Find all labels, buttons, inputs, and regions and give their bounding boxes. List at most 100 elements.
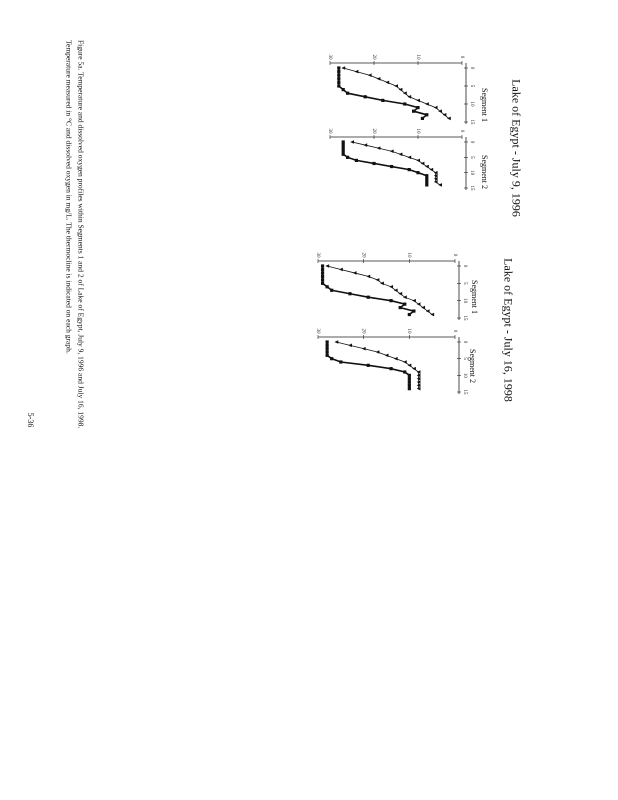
triangle-marker	[433, 170, 438, 175]
square-marker	[372, 161, 376, 166]
segment-label: Segment 1	[480, 88, 489, 122]
caption-line: Figure 5a. Temperature and dissolved oxy…	[76, 40, 85, 428]
triangle-marker	[407, 363, 412, 368]
page-number: 5-36	[26, 413, 35, 428]
square-marker	[325, 340, 329, 344]
square-marker	[325, 343, 329, 347]
triangle-marker	[407, 155, 412, 160]
triangle-marker	[412, 366, 416, 371]
triangle-marker	[325, 264, 330, 268]
depth-tick-label: 10	[469, 170, 474, 176]
square-marker	[407, 312, 411, 317]
triangle-marker	[430, 312, 435, 317]
square-marker	[320, 278, 325, 282]
value-tick-label: 20	[361, 253, 366, 259]
triangle-marker	[447, 116, 451, 121]
triangle-marker	[402, 360, 407, 364]
square-marker	[407, 380, 411, 384]
square-marker	[425, 180, 429, 184]
value-tick-label: 0	[459, 56, 464, 59]
square-marker	[412, 309, 416, 313]
square-marker	[337, 80, 341, 84]
triangle-marker	[393, 356, 398, 361]
triangle-marker	[398, 152, 403, 157]
square-marker	[346, 91, 350, 95]
depth-tick-label: 0	[462, 265, 467, 268]
caption-line: Temperature measured in °C and dissolved…	[64, 40, 73, 354]
triangle-marker	[416, 98, 420, 103]
square-marker	[346, 155, 350, 159]
triangle-marker	[350, 140, 354, 144]
square-marker	[403, 102, 407, 106]
square-marker	[330, 357, 334, 361]
triangle-marker	[367, 73, 372, 77]
square-marker	[363, 95, 367, 99]
value-tick-label: 10	[406, 253, 411, 259]
segment-label: Segment 1	[470, 280, 479, 314]
square-marker	[320, 271, 325, 275]
depth-tick-label: 5	[469, 156, 474, 159]
square-marker	[420, 116, 424, 120]
triangle-marker	[425, 102, 429, 106]
square-marker	[320, 264, 325, 268]
triangle-marker	[425, 164, 429, 169]
triangle-marker	[412, 298, 416, 303]
square-marker	[412, 109, 416, 113]
triangle-marker	[438, 183, 442, 187]
depth-tick-label: 10	[462, 298, 467, 304]
square-marker	[425, 183, 429, 187]
triangle-marker	[366, 274, 371, 279]
square-marker	[341, 140, 345, 144]
triangle-marker	[375, 278, 380, 282]
square-marker	[416, 106, 420, 110]
square-marker	[407, 168, 411, 172]
triangle-marker	[416, 380, 421, 384]
value-tick-label: 10	[415, 55, 420, 61]
triangle-marker	[416, 383, 421, 388]
square-marker	[407, 373, 411, 377]
triangle-marker	[398, 87, 403, 92]
square-marker	[337, 70, 341, 74]
value-tick-label: 0	[452, 254, 457, 257]
triangle-marker	[352, 271, 357, 275]
square-marker	[403, 370, 407, 374]
triangle-marker	[389, 149, 394, 153]
square-marker	[425, 177, 429, 181]
square-marker	[330, 288, 334, 292]
depth-tick-label: 15	[462, 316, 467, 322]
value-tick-label: 30	[315, 329, 320, 335]
square-marker	[425, 113, 429, 117]
square-marker	[341, 143, 345, 147]
triangle-marker	[394, 84, 398, 88]
triangle-marker	[398, 291, 403, 296]
square-marker	[416, 171, 420, 175]
square-marker	[341, 152, 345, 156]
triangle-marker	[416, 370, 421, 374]
triangle-marker	[384, 353, 389, 358]
value-tick-label: 20	[371, 129, 376, 135]
triangle-marker	[341, 66, 346, 70]
square-marker	[348, 292, 352, 296]
square-marker	[366, 363, 370, 367]
value-tick-label: 0	[459, 130, 464, 133]
value-tick-label: 10	[406, 329, 411, 335]
square-marker	[325, 353, 329, 357]
square-marker	[390, 164, 394, 169]
triangle-marker	[361, 346, 366, 351]
triangle-marker	[433, 180, 438, 184]
triangle-marker	[348, 343, 352, 348]
triangle-marker	[416, 386, 421, 391]
square-marker	[389, 299, 393, 303]
square-marker	[341, 149, 345, 153]
square-marker	[366, 295, 370, 299]
panel-title: Lake of Egypt - July 9, 1996	[509, 79, 523, 217]
triangle-marker	[416, 302, 421, 306]
triangle-marker	[376, 146, 381, 150]
square-marker	[354, 158, 358, 162]
square-marker	[320, 274, 325, 278]
value-tick-label: 30	[327, 55, 332, 61]
square-marker	[407, 377, 411, 381]
square-marker	[407, 387, 411, 391]
value-tick-label: 30	[327, 129, 332, 135]
